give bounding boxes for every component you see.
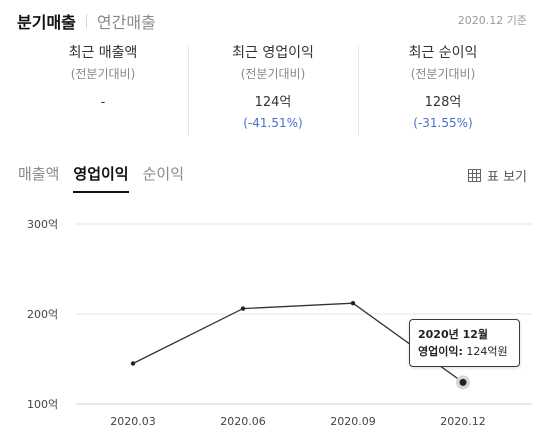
summary-title: 최근 매출액: [68, 45, 138, 61]
chart-tooltip: 2020년 12월 영업이익: 124억원: [409, 319, 520, 367]
x-tick-label: 2020.09: [330, 415, 376, 428]
metric-tabs: 매출액 영업이익 순이익: [18, 163, 198, 193]
tooltip-value: 124억원: [466, 345, 508, 358]
summary-title: 최근 영업이익: [232, 45, 314, 61]
tab-net-income[interactable]: 순이익: [142, 165, 185, 183]
summary-operating-profit: 최근 영업이익 (전분기대비) 124억 (-41.51%): [188, 44, 358, 140]
summary-subtitle: (전분기대비): [240, 67, 306, 81]
tab-annual-sales[interactable]: 연간매출: [96, 13, 156, 32]
summary-title: 최근 순이익: [408, 45, 478, 61]
summary-change: (-41.51%): [243, 116, 303, 130]
x-tick-label: 2020.06: [220, 415, 266, 428]
tab-revenue[interactable]: 매출액: [18, 165, 60, 183]
data-point: [350, 301, 356, 306]
summary-subtitle: (전분기대비): [70, 67, 136, 81]
basis-date-note: 2020.12 기준: [457, 14, 527, 27]
tooltip-body: 영업이익: 124억원: [418, 343, 511, 360]
period-tabs: 분기매출 연간매출: [17, 9, 156, 33]
summary-value: 128억: [424, 95, 462, 110]
table-view-button[interactable]: 표 보기: [467, 166, 527, 185]
summary-revenue: 최근 매출액 (전분기대비) -: [18, 44, 188, 140]
summary-change: (-31.55%): [413, 116, 473, 130]
tooltip-title: 2020년 12월: [418, 328, 488, 341]
tab-operating-profit[interactable]: 영업이익: [73, 163, 129, 193]
y-tick-label: 200억: [27, 308, 58, 321]
x-tick-label: 2020.12: [440, 415, 486, 428]
summary-value: 124억: [254, 95, 292, 110]
summary-value: -: [100, 95, 106, 110]
data-point: [130, 361, 136, 366]
summary-net-income: 최근 순이익 (전분기대비) 128억 (-31.55%): [358, 44, 528, 140]
data-point-highlighted: [459, 378, 467, 386]
summary-panel: 최근 매출액 (전분기대비) - 최근 영업이익 (전분기대비) 124억 (-…: [18, 44, 528, 140]
table-view-label: 표 보기: [486, 170, 527, 185]
tab-divider: [85, 14, 87, 28]
y-tick-label: 100억: [27, 398, 58, 411]
table-grid-icon: [467, 169, 481, 182]
data-point: [240, 306, 246, 311]
tooltip-key: 영업이익:: [418, 345, 463, 358]
summary-subtitle: (전분기대비): [410, 67, 476, 81]
series-line: [132, 302, 464, 383]
x-tick-label: 2020.03: [110, 415, 156, 428]
tab-quarterly-sales[interactable]: 분기매출: [17, 13, 76, 32]
operating-profit-chart: 100억 200억 300억 2020.03 2020.06 2020.09 2020.12: [27, 218, 532, 428]
y-tick-label: 300억: [27, 218, 58, 231]
